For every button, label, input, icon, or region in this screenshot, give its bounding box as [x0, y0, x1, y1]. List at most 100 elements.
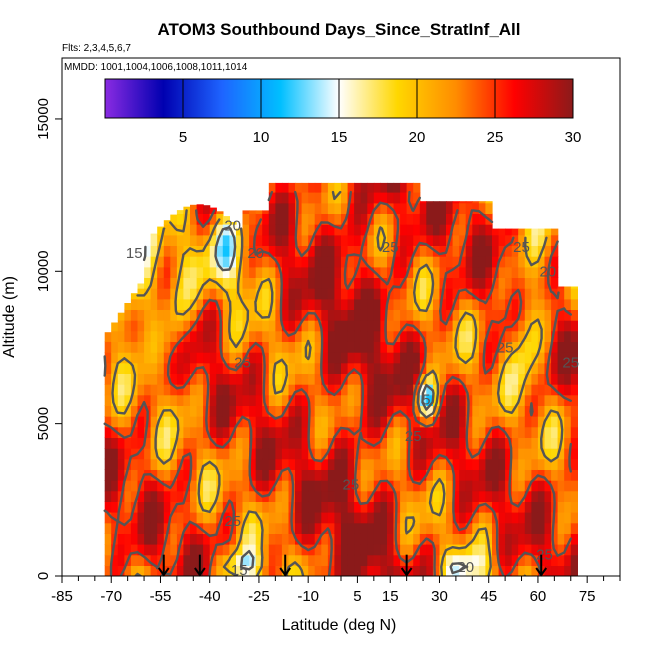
heat-cell — [367, 480, 375, 492]
heat-cell — [295, 469, 303, 481]
heat-cell — [347, 320, 355, 332]
heat-cell — [130, 437, 139, 449]
heat-cell — [347, 202, 355, 214]
heat-cell — [387, 277, 395, 289]
heat-cell — [531, 480, 539, 492]
heat-cell — [341, 522, 349, 534]
heat-cell — [104, 426, 112, 438]
heat-cell — [327, 384, 336, 396]
heat-cell — [117, 469, 125, 481]
heat-cell — [564, 341, 572, 353]
heat-cell — [380, 480, 388, 492]
heat-cell — [216, 554, 224, 566]
heat-cell — [137, 490, 145, 502]
heat-cell — [439, 533, 447, 545]
heat-cell — [380, 533, 388, 545]
heat-cell — [321, 352, 329, 364]
contour-label: 25 — [224, 513, 241, 530]
heat-cell — [446, 330, 454, 342]
heat-cell — [295, 309, 303, 321]
heat-cell — [222, 480, 230, 492]
heat-cell — [472, 298, 480, 310]
heat-cell — [275, 480, 283, 492]
heat-cell — [387, 288, 395, 300]
heat-cell — [524, 245, 532, 257]
heat-cell — [308, 437, 316, 449]
heat-cell — [439, 469, 447, 481]
heat-cell — [485, 256, 493, 268]
heat-cell — [544, 490, 552, 502]
heat-cell — [170, 214, 178, 225]
heat-cell — [216, 245, 224, 257]
heat-cell — [281, 320, 290, 332]
heat-cell — [570, 309, 578, 321]
heat-cell — [321, 416, 329, 428]
heat-cell — [354, 394, 362, 406]
heat-cell — [367, 352, 375, 364]
heat-cell — [446, 224, 454, 236]
heat-cell — [472, 469, 480, 481]
heat-cell — [393, 490, 401, 502]
heat-cell — [262, 320, 270, 332]
heat-cell — [190, 437, 198, 449]
heat-cell — [564, 362, 572, 374]
heat-cell — [209, 288, 217, 300]
heat-cell — [419, 245, 427, 257]
heat-cell — [373, 362, 381, 374]
heat-cell — [537, 234, 546, 246]
heat-cell — [373, 522, 381, 534]
heat-cell — [557, 565, 565, 576]
heat-cell — [262, 298, 270, 310]
heat-cell — [492, 458, 500, 470]
x-tick-label: -55 — [150, 588, 172, 605]
heat-cell — [354, 501, 362, 513]
heat-cell — [498, 533, 506, 545]
heat-cell — [367, 373, 375, 385]
heat-cell — [295, 192, 303, 204]
heat-cell — [308, 490, 316, 502]
heat-cell — [485, 320, 493, 332]
heat-cell — [183, 426, 191, 438]
heat-cell — [124, 490, 132, 502]
heat-cell — [472, 544, 480, 556]
heat-cell — [308, 266, 316, 278]
heat-cell — [288, 309, 296, 321]
heat-cell — [373, 469, 381, 481]
heat-cell — [426, 202, 434, 214]
heat-cell — [419, 277, 427, 289]
heat-cell — [478, 469, 487, 481]
heat-cell — [498, 512, 506, 524]
heat-cell — [262, 394, 270, 406]
heat-cell — [452, 256, 460, 268]
heat-cell — [347, 384, 355, 396]
heat-cell — [327, 469, 336, 481]
heat-cell — [196, 224, 204, 236]
heat-cell — [570, 565, 578, 576]
heat-cell — [130, 554, 139, 566]
heat-cell — [190, 448, 198, 460]
heat-cell — [354, 384, 362, 396]
heat-cell — [295, 554, 303, 566]
heat-cell — [524, 341, 532, 353]
heat-cell — [229, 330, 237, 342]
heat-cell — [183, 448, 191, 460]
heat-cell — [163, 554, 171, 566]
heat-cell — [334, 458, 342, 470]
heat-cell — [301, 437, 309, 449]
heat-cell — [124, 405, 132, 417]
heat-cell — [157, 426, 165, 438]
heat-cell — [203, 288, 211, 300]
heat-cell — [314, 554, 322, 566]
heat-cell — [341, 437, 349, 449]
heat-cell — [400, 192, 408, 204]
heat-cell — [314, 512, 322, 524]
heat-cell — [465, 352, 473, 364]
heat-cell — [157, 245, 165, 257]
heat-cell — [419, 533, 427, 545]
heat-cell — [511, 448, 519, 460]
heat-cell — [393, 298, 401, 310]
heat-cell — [387, 352, 395, 364]
heat-cell — [249, 213, 257, 225]
arrow-head — [279, 567, 292, 577]
heat-cell — [255, 448, 263, 460]
